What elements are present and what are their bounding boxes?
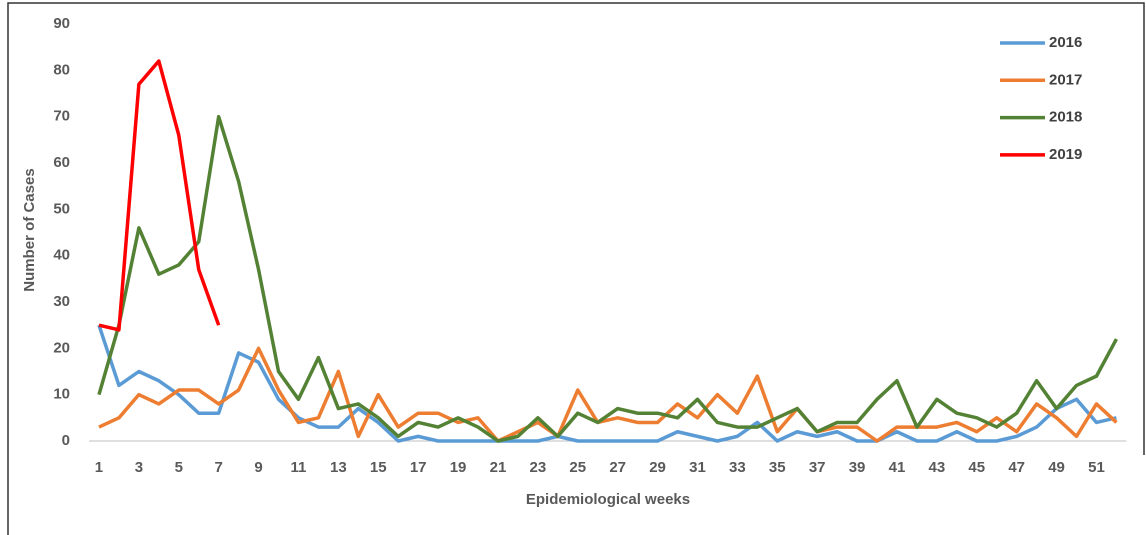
y-tick-label: 80 [53,61,70,78]
x-tick-label: 45 [968,459,985,476]
y-tick-label: 30 [53,293,70,310]
x-tick-label: 9 [254,459,262,476]
y-tick-label: 40 [53,247,70,264]
line-series [98,346,1118,443]
x-tick-label: 7 [215,459,223,476]
x-axis-title: Epidemiological weeks [526,491,690,508]
x-tick-label: 47 [1008,459,1025,476]
x-tick-label: 51 [1088,459,1105,476]
y-tick-label: 0 [62,432,70,449]
x-tick-label: 1 [95,459,103,476]
x-tick-label: 41 [889,459,906,476]
x-tick-label: 23 [530,459,547,476]
x-tick-label: 3 [135,459,143,476]
line-series [98,59,221,332]
x-tick-label: 15 [370,459,387,476]
x-tick-label: 37 [809,459,826,476]
legend-label: 2017 [1049,71,1082,88]
line-series [97,324,1117,443]
legend-label: 2019 [1049,146,1082,163]
x-tick-label: 33 [729,459,746,476]
y-tick-label: 90 [53,15,70,32]
line-series [97,114,1118,443]
x-tick-label: 27 [609,459,626,476]
y-tick-label: 70 [53,108,70,125]
x-tick-label: 29 [649,459,666,476]
x-tick-label: 39 [849,459,866,476]
legend-label: 2016 [1049,34,1082,51]
frame [7,2,1145,535]
y-tick-label: 60 [53,154,70,171]
x-tick-label: 43 [929,459,946,476]
x-tick-label: 25 [569,459,586,476]
x-tick-label: 17 [410,459,427,476]
x-tick-label: 21 [490,459,507,476]
x-tick-label: 13 [330,459,347,476]
y-axis-title: Number of Cases [21,168,38,291]
y-tick-label: 20 [53,339,70,356]
x-tick-label: 11 [291,459,307,476]
x-tick-label: 19 [450,459,467,476]
y-tick-label: 50 [53,200,70,217]
x-tick-label: 35 [769,459,786,476]
x-tick-label: 31 [689,459,706,476]
y-tick-label: 10 [53,386,70,403]
legend-label: 2018 [1049,109,1082,126]
x-tick-label: 5 [175,459,183,476]
x-tick-label: 49 [1048,459,1065,476]
